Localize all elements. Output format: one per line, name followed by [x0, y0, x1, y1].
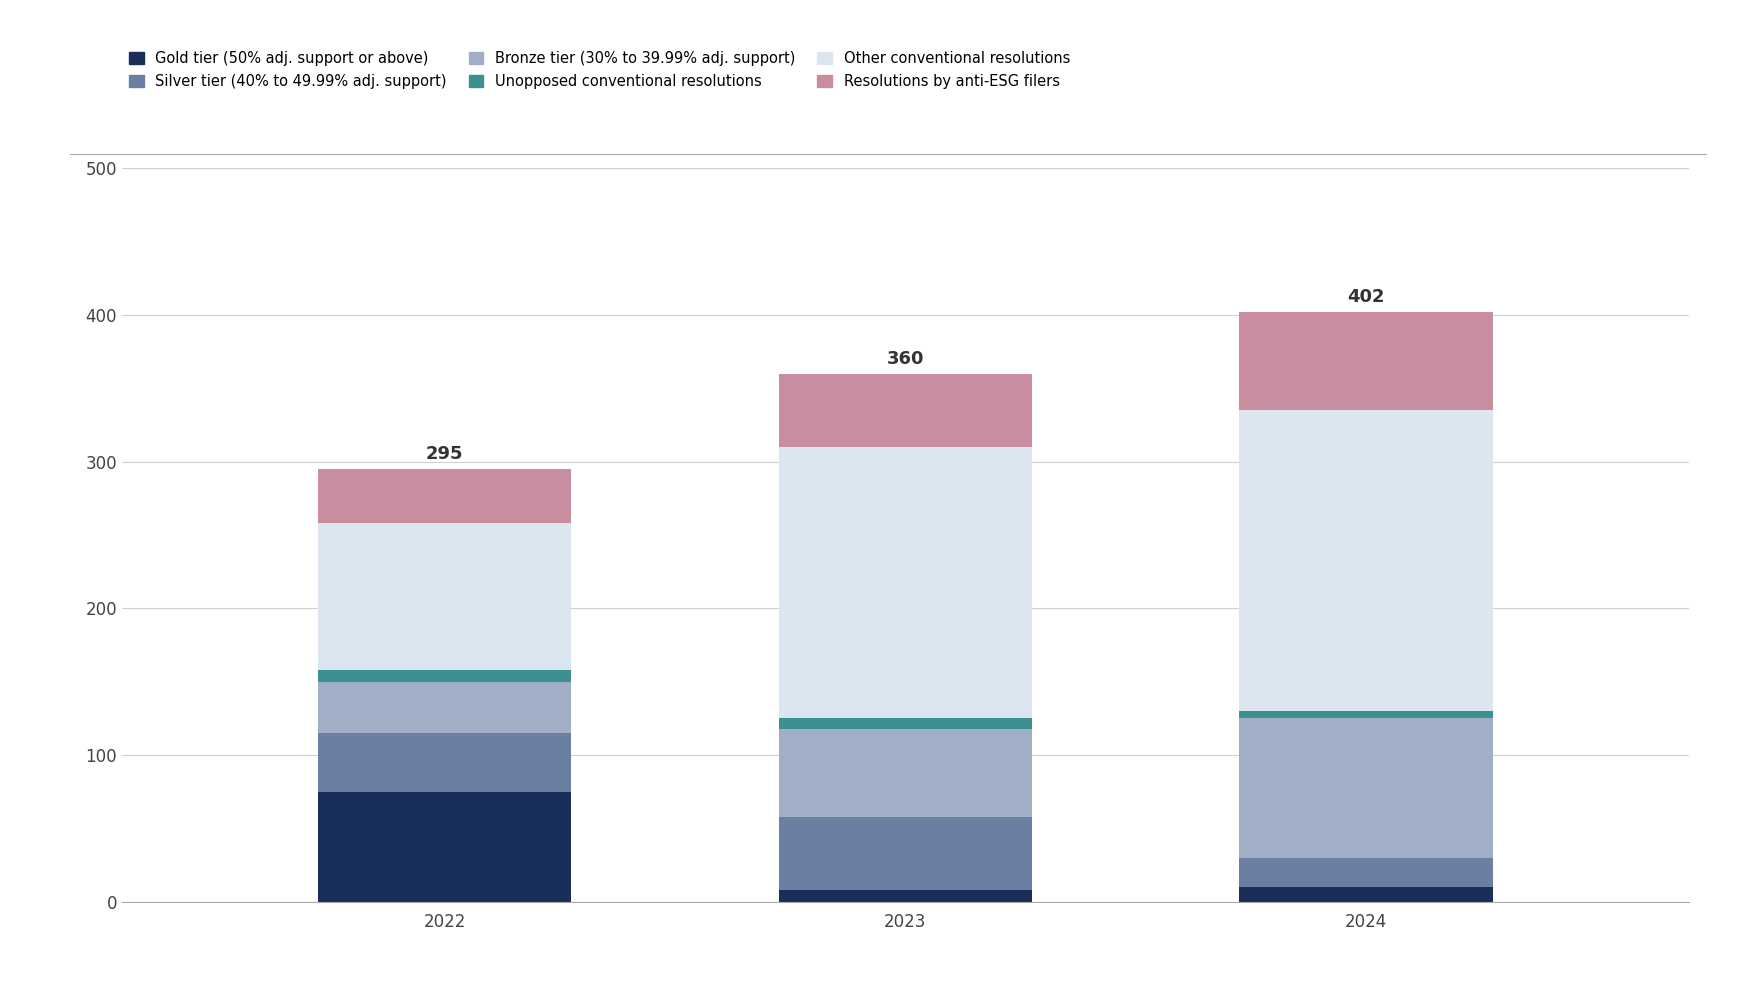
Bar [1240, 312, 1494, 410]
Text: 402: 402 [1348, 288, 1384, 306]
Bar [778, 447, 1032, 718]
Bar [1240, 410, 1494, 712]
Bar [1240, 887, 1494, 902]
Bar [778, 374, 1032, 447]
Bar [778, 817, 1032, 890]
Text: 295: 295 [427, 445, 463, 463]
Bar [317, 670, 571, 682]
Bar [317, 469, 571, 523]
Bar [317, 792, 571, 902]
Bar [778, 728, 1032, 817]
Bar [317, 733, 571, 792]
Bar [1240, 712, 1494, 718]
Bar [317, 523, 571, 670]
Bar [1240, 858, 1494, 887]
Bar [317, 682, 571, 733]
Bar [778, 718, 1032, 728]
Legend: Gold tier (50% adj. support or above), Silver tier (40% to 49.99% adj. support),: Gold tier (50% adj. support or above), S… [129, 52, 1071, 89]
Text: 360: 360 [886, 350, 924, 368]
Bar [1240, 718, 1494, 858]
Bar [778, 890, 1032, 902]
